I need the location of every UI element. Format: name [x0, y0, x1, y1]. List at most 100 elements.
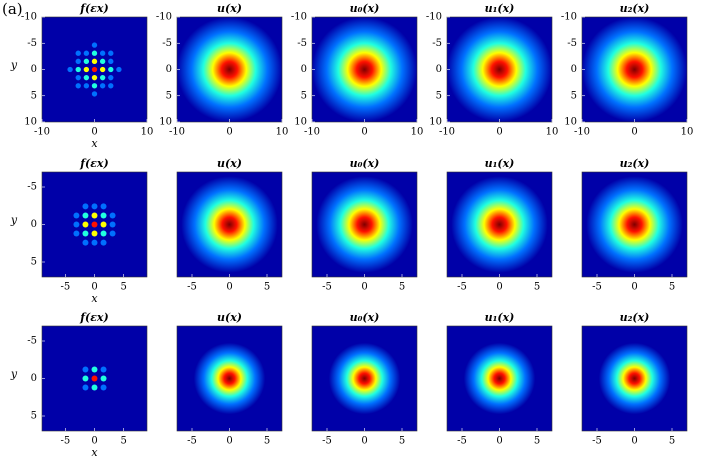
lattice-dot: [100, 212, 107, 219]
lattice-dot: [75, 83, 81, 89]
y-tick-label: -10: [426, 12, 442, 23]
lattice-dot: [100, 230, 107, 237]
y-tick-label: -10: [291, 12, 307, 23]
x-tick-label: 0: [91, 127, 97, 138]
lattice-dot: [91, 74, 98, 81]
lattice-dot: [83, 58, 90, 65]
panel-title: u(x): [217, 311, 242, 324]
lattice-dot: [73, 203, 80, 210]
lattice-dot: [108, 66, 114, 73]
lattice-dot: [109, 375, 116, 382]
lattice-dot: [99, 74, 106, 81]
y-tick-label: 5: [571, 90, 577, 101]
panel: f(εx) -5 0 5 -5 0 5 x y: [10, 311, 148, 459]
x-tick-label: 5: [669, 282, 675, 293]
lattice-dot: [100, 375, 107, 382]
x-tick-label: 0: [496, 436, 502, 447]
heatmap-blob: [177, 17, 282, 122]
y-tick-label: -10: [21, 12, 37, 23]
lattice-dot: [91, 91, 98, 97]
lattice-dot: [82, 375, 89, 382]
lattice-dot: [82, 203, 89, 210]
lattice-dot: [109, 203, 116, 210]
lattice-dot: [91, 212, 98, 219]
heatmap-blob: [582, 17, 687, 122]
lattice-dot: [91, 50, 98, 56]
lattice-dot: [75, 50, 81, 56]
lattice-dot: [91, 230, 98, 237]
lattice-dot: [108, 58, 114, 65]
lattice-dot: [109, 212, 116, 219]
heatmap-blob: [451, 176, 548, 273]
x-tick-label: -5: [187, 282, 197, 293]
x-tick-label: 0: [631, 127, 637, 138]
lattice-dot: [116, 66, 122, 73]
y-tick-label: 5: [31, 257, 37, 268]
heatmap-blob: [586, 176, 683, 273]
lattice-dot: [100, 203, 107, 210]
x-tick-label: -10: [34, 127, 50, 138]
lattice-dot: [100, 221, 107, 228]
heatmap-blob: [193, 342, 266, 415]
y-tick-label: 0: [301, 64, 307, 75]
y-tick-label: 5: [166, 90, 172, 101]
x-tick-label: 0: [361, 436, 367, 447]
y-tick-label: 10: [24, 117, 37, 128]
panel-title: u(x): [217, 157, 242, 170]
panel-title: f(εx): [79, 311, 108, 324]
lattice-dot: [75, 66, 81, 73]
heatmap-blob: [598, 342, 671, 415]
lattice-dot: [82, 239, 89, 246]
x-tick-label: 10: [546, 127, 559, 138]
y-tick-label: 0: [31, 64, 37, 75]
y-tick-label: 5: [31, 411, 37, 422]
x-axis-label: x: [91, 137, 98, 150]
panel: u₀(x) -5 0 5: [311, 311, 418, 447]
x-tick-label: 5: [534, 282, 540, 293]
x-tick-label: -5: [592, 282, 602, 293]
lattice-dot: [83, 50, 90, 56]
x-tick-label: 0: [91, 282, 97, 293]
lattice-dot: [73, 212, 80, 219]
lattice-dot: [82, 384, 89, 391]
lattice-dot: [91, 221, 98, 228]
panel: f(εx) -5 0 5 -5 0 5 x y: [10, 157, 148, 305]
lattice-dot: [82, 221, 89, 228]
y-tick-label: 0: [31, 219, 37, 230]
x-tick-label: 0: [226, 127, 232, 138]
x-tick-label: 5: [264, 436, 270, 447]
panel: u₁(x) -5 0 5: [446, 157, 553, 293]
lattice-dot: [99, 50, 106, 56]
lattice-dot: [109, 221, 116, 228]
panel-title: u₂(x): [620, 2, 650, 15]
y-tick-label: -5: [27, 182, 37, 193]
panel-title: u₂(x): [620, 311, 650, 324]
panel: u₂(x) -5 0 5: [581, 311, 688, 447]
x-tick-label: -5: [187, 436, 197, 447]
x-tick-label: 0: [631, 436, 637, 447]
panel-title: u₀(x): [350, 311, 380, 324]
x-tick-label: 0: [91, 436, 97, 447]
y-tick-label: 10: [564, 117, 577, 128]
x-tick-label: 5: [669, 436, 675, 447]
lattice-dot: [91, 384, 98, 391]
y-tick-label: -5: [27, 38, 37, 49]
lattice-dot: [100, 239, 107, 246]
x-tick-label: 5: [120, 436, 126, 447]
lattice-dot: [99, 83, 106, 89]
y-tick-label: 10: [159, 117, 172, 128]
x-tick-label: -10: [304, 127, 320, 138]
x-tick-label: 5: [399, 436, 405, 447]
lattice-dot: [82, 230, 89, 237]
panel-label: (a): [2, 0, 23, 18]
lattice-dot: [83, 66, 90, 73]
y-tick-label: 0: [31, 373, 37, 384]
lattice-dot: [91, 66, 98, 73]
lattice-dot: [91, 393, 98, 400]
heatmap-blob: [312, 17, 417, 122]
x-axis-label: x: [91, 292, 98, 305]
heatmap-blob: [181, 176, 278, 273]
